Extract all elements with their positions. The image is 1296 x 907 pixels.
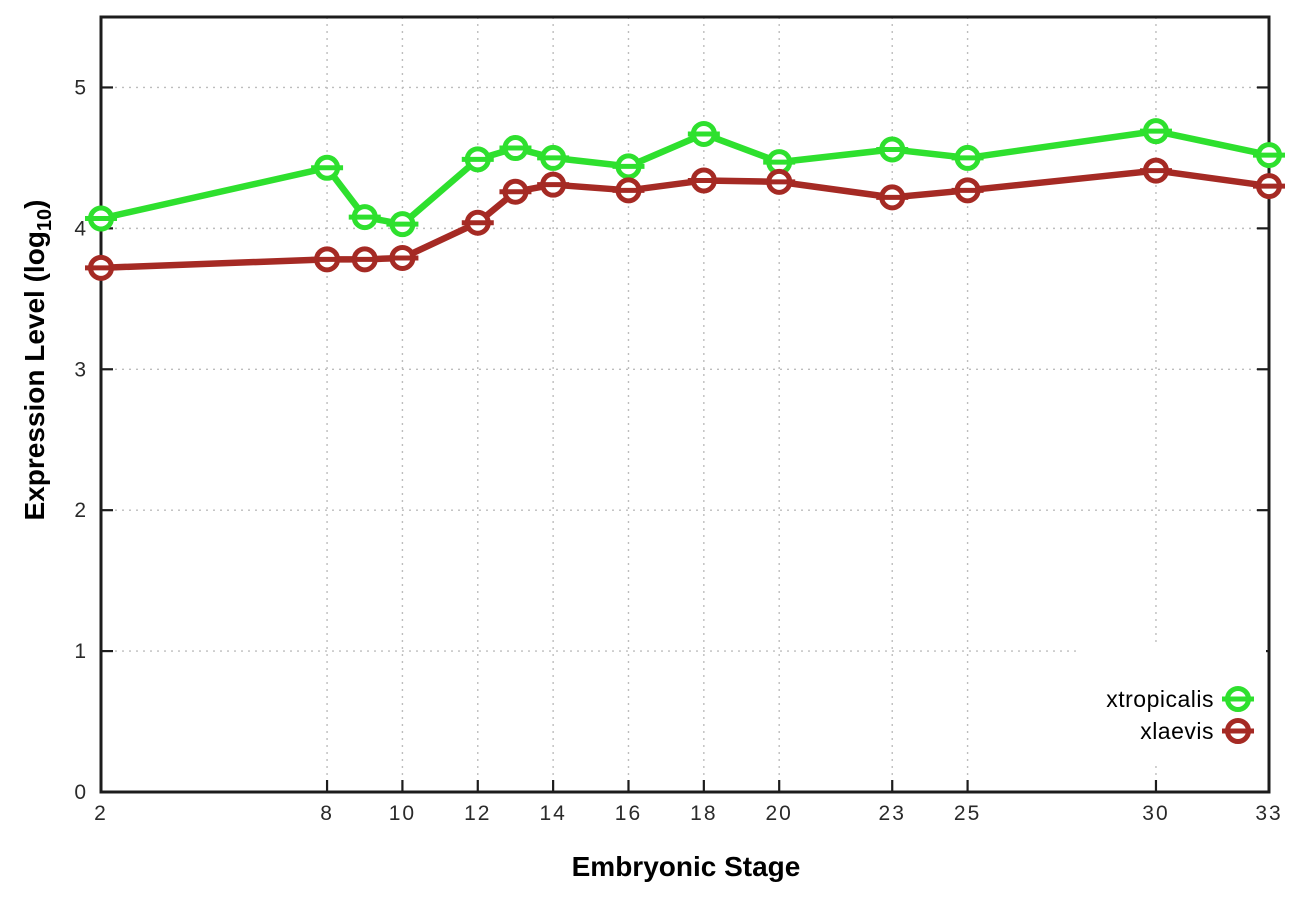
y-axis-title: Expression Level (log10) [19, 200, 56, 521]
y-tick-label-1: 1 [74, 640, 86, 663]
data-series [85, 118, 1285, 281]
x-tick-label-25: 25 [954, 802, 981, 825]
legend: xtropicalis xlaevis [1076, 642, 1266, 766]
y-tick-label-0: 0 [74, 781, 86, 804]
legend-item-xtropicalis: xtropicalis [1106, 686, 1254, 712]
x-tick-label-10: 10 [389, 802, 416, 825]
x-tick-label-18: 18 [690, 802, 717, 825]
x-tick-label-14: 14 [539, 802, 566, 825]
x-tick-label-2: 2 [94, 802, 108, 825]
x-axis-title: Embryonic Stage [572, 851, 801, 882]
series-line-xlaevis [97, 167, 1273, 272]
x-tick-label-20: 20 [766, 802, 793, 825]
series-xtropicalis [85, 118, 1285, 238]
x-tick-label-8: 8 [320, 802, 334, 825]
legend-item-xlaevis: xlaevis [1140, 718, 1254, 744]
y-axis-title-main: Expression Level (log [19, 231, 50, 520]
x-tick-label-33: 33 [1255, 802, 1282, 825]
y-axis-title-sub: 10 [34, 209, 56, 231]
x-tick-label-30: 30 [1142, 802, 1169, 825]
series-xlaevis [85, 157, 1285, 281]
legend-items: xtropicalis xlaevis [1106, 686, 1254, 744]
y-tick-label-2: 2 [74, 499, 86, 522]
y-tick-label-3: 3 [74, 358, 86, 381]
y-tick-label-5: 5 [74, 76, 86, 99]
y-axis-title-close: ) [19, 200, 50, 209]
x-tick-label-16: 16 [615, 802, 642, 825]
plot-border [99, 15, 1271, 794]
x-tick-label-12: 12 [464, 802, 491, 825]
x-tick-label-23: 23 [879, 802, 906, 825]
y-tick-label-4: 4 [74, 217, 86, 240]
legend-label-xtropicalis: xtropicalis [1106, 686, 1214, 712]
legend-label-xlaevis: xlaevis [1140, 718, 1214, 744]
